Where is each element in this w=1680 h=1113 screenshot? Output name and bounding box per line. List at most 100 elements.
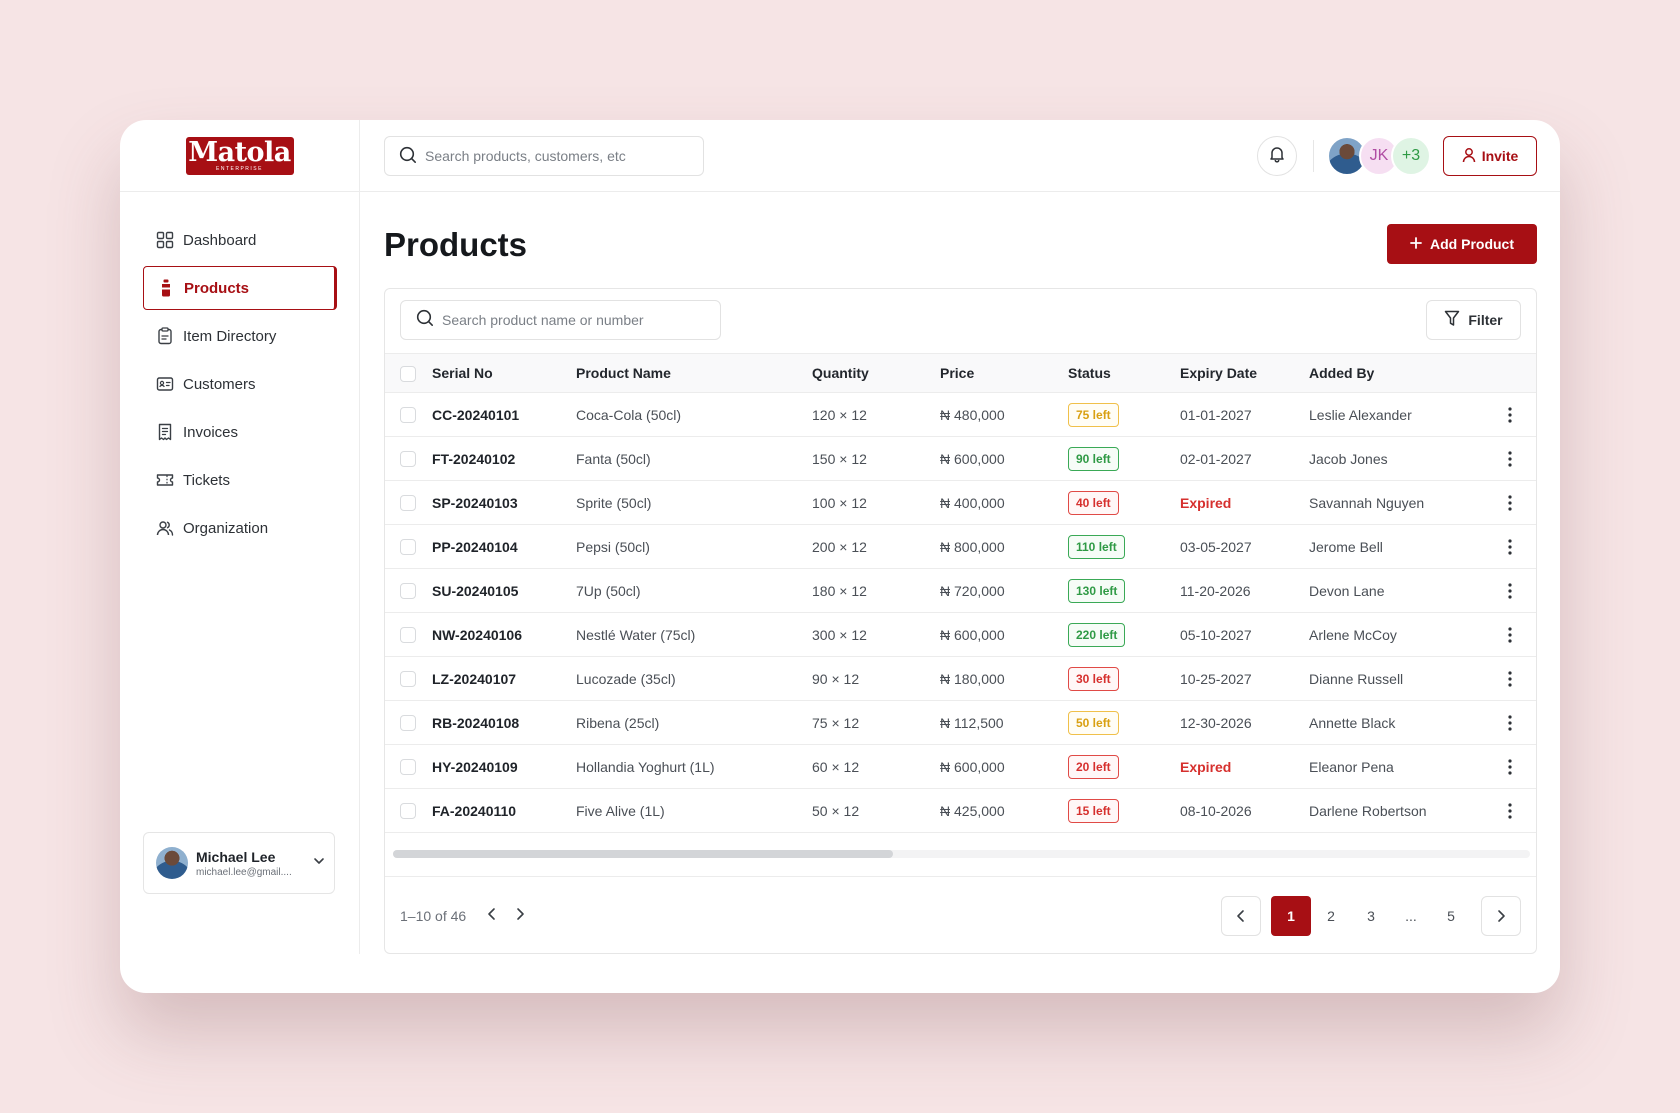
- page-button[interactable]: 2: [1327, 908, 1335, 924]
- sidebar-item-organization[interactable]: Organization: [143, 506, 337, 550]
- brand-logo[interactable]: Matola ENTERPRISE: [185, 136, 294, 175]
- table-row[interactable]: SU-20240105 7Up (50cl) 180 × 12 ₦ 720,000 13…: [385, 568, 1536, 613]
- more-vertical-icon[interactable]: [1500, 403, 1520, 427]
- product-name-cell: Ribena (25cl): [576, 700, 812, 745]
- more-vertical-icon[interactable]: [1500, 623, 1520, 647]
- row-select-cell: [385, 524, 432, 569]
- sidebar-item-products[interactable]: Products: [143, 266, 337, 310]
- filter-label: Filter: [1468, 312, 1503, 328]
- chevron-right-icon[interactable]: [513, 906, 527, 922]
- notifications-button[interactable]: [1257, 136, 1297, 176]
- sidebar-item-invoices[interactable]: Invoices: [143, 410, 337, 454]
- table-row[interactable]: LZ-20240107 Lucozade (35cl) 90 × 12 ₦ 180,0…: [385, 656, 1536, 701]
- page-button[interactable]: 3: [1367, 908, 1375, 924]
- expiry-date-cell: 10-25-2027: [1180, 656, 1309, 701]
- table-row[interactable]: FA-20240110 Five Alive (1L) 50 × 12 ₦ 425,0…: [385, 788, 1536, 833]
- table-search-input[interactable]: [442, 312, 702, 328]
- column-header[interactable]: Price: [940, 353, 1068, 393]
- team-avatar-more[interactable]: +3: [1391, 136, 1431, 176]
- bottle-icon: [156, 278, 176, 298]
- logo-subtext: ENTERPRISE: [216, 166, 263, 172]
- horizontal-scrollbar[interactable]: [393, 850, 1530, 858]
- chevron-left-icon[interactable]: [485, 906, 499, 922]
- status-cell: 110 left: [1068, 524, 1180, 569]
- table-row[interactable]: PP-20240104 Pepsi (50cl) 200 × 12 ₦ 800,000…: [385, 524, 1536, 569]
- row-checkbox[interactable]: [400, 627, 416, 644]
- user-icon: [1462, 147, 1476, 166]
- status-badge: 130 left: [1068, 578, 1126, 603]
- global-search[interactable]: [384, 136, 704, 176]
- column-header[interactable]: Product Name: [576, 353, 812, 393]
- table-row[interactable]: RB-20240108 Ribena (25cl) 75 × 12 ₦ 112,500…: [385, 700, 1536, 745]
- sidebar-item-customers[interactable]: Customers: [143, 362, 337, 406]
- table-search[interactable]: [400, 300, 721, 340]
- receipt-icon: [155, 422, 175, 442]
- price-cell: ₦ 800,000: [940, 524, 1068, 569]
- row-checkbox[interactable]: [400, 539, 416, 556]
- product-name-cell: Sprite (50cl): [576, 480, 812, 525]
- row-checkbox[interactable]: [400, 495, 416, 512]
- price-cell: ₦ 600,000: [940, 744, 1068, 789]
- page-button[interactable]: 1: [1271, 896, 1311, 936]
- more-vertical-icon[interactable]: [1500, 799, 1520, 823]
- row-checkbox[interactable]: [400, 759, 416, 776]
- status-badge: 50 left: [1068, 710, 1119, 735]
- filter-button[interactable]: Filter: [1426, 300, 1521, 340]
- status-cell: 20 left: [1068, 744, 1180, 789]
- row-checkbox[interactable]: [400, 451, 416, 468]
- page-title: Products: [384, 226, 528, 263]
- table-row[interactable]: CC-20240101 Coca-Cola (50cl) 120 × 12 ₦ 480…: [385, 392, 1536, 437]
- sidebar-item-dashboard[interactable]: Dashboard: [143, 218, 337, 262]
- quantity-cell: 60 × 12: [812, 744, 940, 789]
- column-header[interactable]: Serial No: [432, 353, 576, 393]
- quantity-cell: 100 × 12: [812, 480, 940, 525]
- status-cell: 50 left: [1068, 700, 1180, 745]
- topbar-divider: [1313, 140, 1314, 172]
- page-button[interactable]: 5: [1447, 908, 1455, 924]
- row-checkbox[interactable]: [400, 583, 416, 600]
- table-row[interactable]: NW-20240106 Nestlé Water (75cl) 300 × 12 ₦ …: [385, 612, 1536, 657]
- table-row[interactable]: SP-20240103 Sprite (50cl) 100 × 12 ₦ 400,00…: [385, 480, 1536, 525]
- app-window: Matola ENTERPRISE Dashboard Products Item …: [120, 120, 1560, 993]
- more-vertical-icon[interactable]: [1500, 447, 1520, 471]
- product-name-cell: 7Up (50cl): [576, 568, 812, 613]
- column-header[interactable]: Quantity: [812, 353, 940, 393]
- row-checkbox[interactable]: [400, 671, 416, 688]
- next-page-button[interactable]: [1481, 896, 1521, 936]
- price-cell: ₦ 400,000: [940, 480, 1068, 525]
- price-cell: ₦ 600,000: [940, 612, 1068, 657]
- more-vertical-icon[interactable]: [1500, 491, 1520, 515]
- actions-header: [1500, 353, 1536, 393]
- table-row[interactable]: FT-20240102 Fanta (50cl) 150 × 12 ₦ 600,000…: [385, 436, 1536, 481]
- more-vertical-icon[interactable]: [1500, 579, 1520, 603]
- sidebar-item-tickets[interactable]: Tickets: [143, 458, 337, 502]
- scrollbar-thumb[interactable]: [393, 850, 893, 858]
- sidebar-item-item-directory[interactable]: Item Directory: [143, 314, 337, 358]
- previous-page-button[interactable]: [1221, 896, 1261, 936]
- invite-button[interactable]: Invite: [1443, 136, 1537, 176]
- added-by-cell: Darlene Robertson: [1309, 788, 1500, 833]
- search-icon: [416, 309, 434, 332]
- chevron-down-icon[interactable]: [312, 854, 326, 873]
- more-vertical-icon[interactable]: [1500, 755, 1520, 779]
- column-header[interactable]: Added By: [1309, 353, 1500, 393]
- price-cell: ₦ 720,000: [940, 568, 1068, 613]
- more-vertical-icon[interactable]: [1500, 711, 1520, 735]
- table-row[interactable]: HY-20240109 Hollandia Yoghurt (1L) 60 × 12…: [385, 744, 1536, 789]
- global-search-input[interactable]: [425, 148, 685, 164]
- more-vertical-icon[interactable]: [1500, 667, 1520, 691]
- serial-cell: NW-20240106: [432, 612, 576, 657]
- add-product-button[interactable]: Add Product: [1387, 224, 1537, 264]
- row-checkbox[interactable]: [400, 803, 416, 820]
- column-header[interactable]: Status: [1068, 353, 1180, 393]
- column-header[interactable]: Expiry Date: [1180, 353, 1309, 393]
- select-all-checkbox[interactable]: [400, 365, 416, 382]
- row-checkbox[interactable]: [400, 407, 416, 424]
- more-vertical-icon[interactable]: [1500, 535, 1520, 559]
- user-menu[interactable]: Michael Lee michael.lee@gmail....: [143, 832, 335, 894]
- row-checkbox[interactable]: [400, 715, 416, 732]
- ticket-icon: [155, 470, 175, 490]
- user-avatar: [156, 847, 188, 879]
- expiry-date-cell: Expired: [1180, 480, 1309, 525]
- team-avatars[interactable]: JK +3: [1327, 136, 1431, 176]
